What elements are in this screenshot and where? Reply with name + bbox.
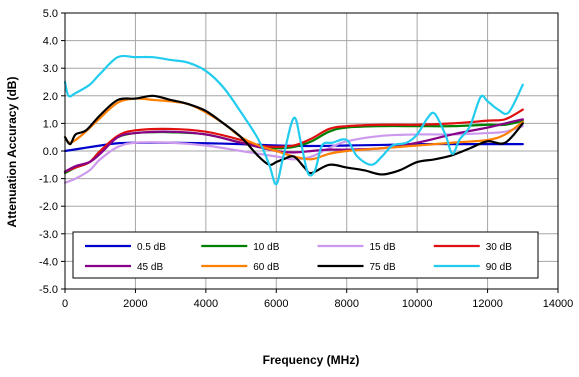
y-tick-label: -2.0 (39, 201, 58, 213)
x-tick-label: 12000 (472, 298, 503, 310)
legend-label-90-db: 90 dB (486, 262, 512, 273)
legend-label-60-db: 60 dB (253, 262, 279, 273)
series-line-45-db (63, 118, 524, 173)
legend-box (72, 231, 539, 279)
series-line-90-db (63, 54, 524, 186)
legend-label-0-5-db: 0.5 dB (137, 242, 166, 253)
x-axis-title: Frequency (MHz) (263, 353, 360, 367)
series-layer (63, 54, 524, 186)
series-line-60-db (63, 97, 524, 161)
x-tick-label: 2000 (123, 298, 147, 310)
legend-label-15-db: 15 dB (370, 242, 396, 253)
x-tick-label: 0 (62, 298, 68, 310)
y-tick-label: -5.0 (39, 284, 58, 296)
x-tick-label: 6000 (264, 298, 288, 310)
legend-label-10-db: 10 dB (253, 242, 279, 253)
y-tick-label: 2.0 (43, 91, 58, 103)
tick-layer: 5.0 4.0 3.0 2.0 1.0 0.0 -1.0 -2.0 -3.0 -4.0 -5.0 0 2… (39, 8, 573, 310)
y-tick-label: 5.0 (43, 8, 58, 20)
x-tick-label: 4000 (194, 298, 218, 310)
y-tick-label: 1.0 (43, 118, 58, 130)
series-line-75-db (63, 94, 524, 176)
y-tick-label: 0.0 (43, 146, 58, 158)
legend-label-75-db: 75 dB (370, 262, 396, 273)
y-axis-title: Attenuation Accuracy (dB) (5, 77, 19, 228)
legend-label-30-db: 30 dB (486, 242, 512, 253)
series-line-30-db (63, 108, 524, 173)
y-tick-label: -4.0 (39, 256, 58, 268)
y-tick-label: -1.0 (39, 174, 58, 186)
y-tick-label: 4.0 (43, 36, 58, 48)
y-tick-label: 3.0 (43, 63, 58, 75)
x-tick-label: 14000 (543, 298, 574, 310)
y-tick-label: -3.0 (39, 229, 58, 241)
legend-label-45-db: 45 dB (137, 262, 163, 273)
legend: 0.5 dB 10 dB 15 dB 30 dB 45 dB 60 dB 75 dB 90 d… (72, 231, 539, 279)
x-tick-label: 10000 (402, 298, 433, 310)
x-tick-label: 8000 (334, 298, 358, 310)
